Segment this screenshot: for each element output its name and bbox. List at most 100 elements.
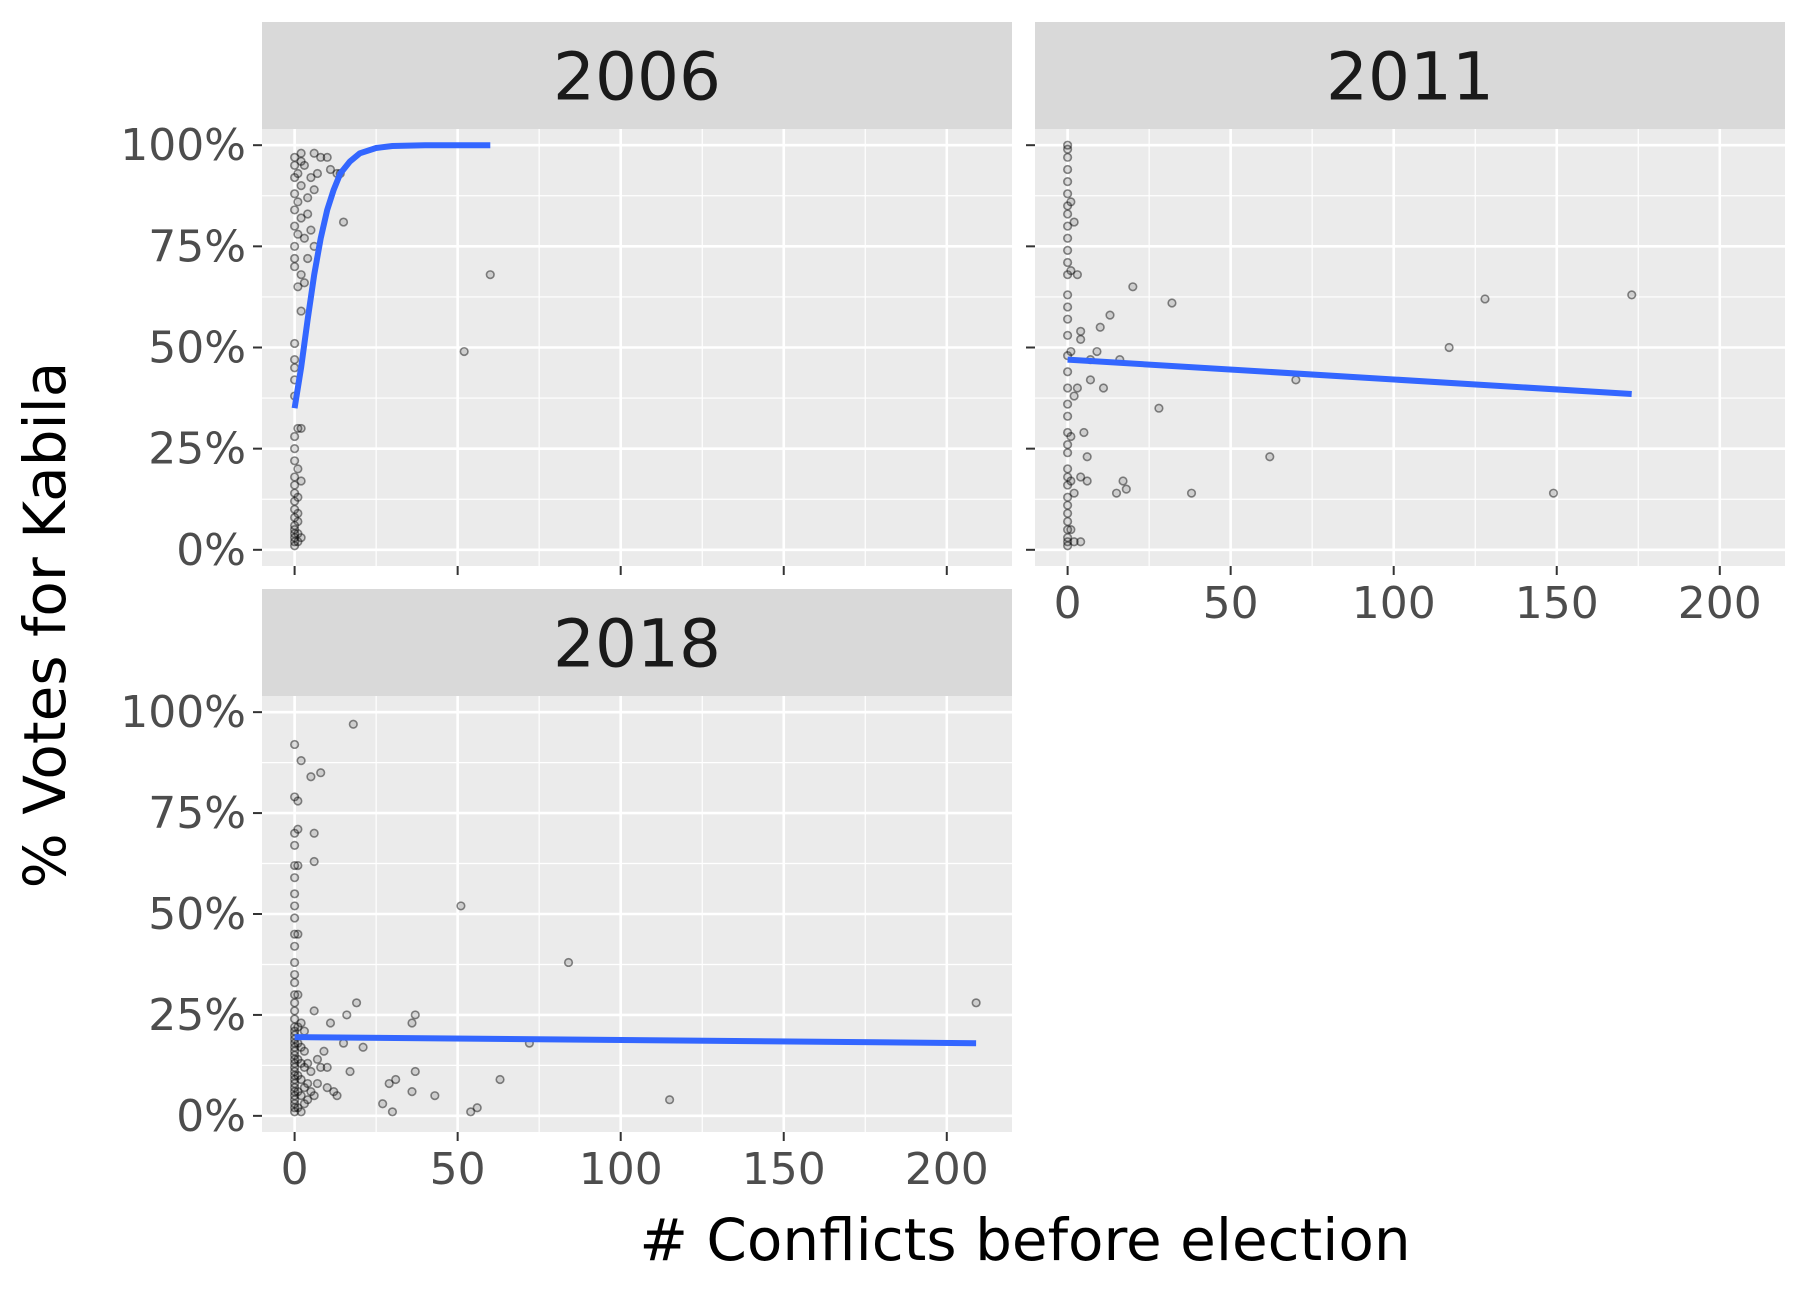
data-point: [1063, 440, 1073, 450]
data-point: [306, 1087, 316, 1097]
data-point: [1186, 488, 1197, 498]
data-point: [1063, 541, 1073, 551]
data-point: [1063, 464, 1073, 474]
data-point: [290, 1026, 300, 1036]
data-point: [290, 456, 300, 466]
data-point: [430, 1091, 440, 1101]
data-point: [290, 1062, 300, 1073]
data-point: [290, 873, 300, 883]
data-point: [296, 1018, 306, 1028]
data-point: [296, 1091, 306, 1101]
data-point: [971, 998, 981, 1008]
x-tick-label: 150: [1515, 578, 1599, 629]
data-point: [1069, 217, 1079, 227]
data-point: [1066, 524, 1076, 535]
data-point: [456, 901, 466, 911]
data-point: [410, 1010, 420, 1020]
points-2006: [290, 148, 495, 551]
facet-strip-label: 2018: [553, 606, 721, 683]
data-point: [290, 512, 300, 523]
data-point: [1063, 411, 1073, 421]
data-point: [1069, 537, 1079, 547]
data-point: [290, 541, 300, 551]
data-point: [299, 233, 309, 243]
panels-layer: 2006 0% 25% 50% 75% 100% 2011 0 50 100 150 200 2018 0…: [120, 22, 1785, 1195]
data-point: [1066, 431, 1076, 442]
data-point: [296, 148, 306, 158]
data-point: [1063, 367, 1073, 377]
data-point: [1063, 524, 1073, 535]
data-point: [293, 990, 303, 1000]
data-point: [296, 1074, 306, 1085]
data-point: [358, 1042, 368, 1052]
data-point: [384, 1078, 394, 1089]
data-point: [290, 160, 300, 171]
data-point: [290, 533, 300, 543]
data-point: [1063, 144, 1073, 154]
data-point: [299, 1099, 309, 1109]
data-point: [290, 990, 300, 1000]
data-point: [332, 1091, 342, 1101]
data-point: [1063, 152, 1073, 162]
data-point: [309, 828, 319, 838]
data-point: [299, 1082, 309, 1093]
data-point: [303, 209, 313, 219]
data-point: [1063, 533, 1073, 543]
data-point: [1063, 164, 1073, 175]
data-point: [299, 1026, 309, 1036]
data-point: [1063, 302, 1073, 312]
data-point: [1118, 476, 1128, 486]
data-point: [322, 152, 332, 162]
data-point: [1066, 346, 1076, 357]
data-point: [290, 1099, 300, 1109]
data-point: [290, 957, 300, 968]
data-point: [303, 193, 313, 203]
data-point: [1082, 476, 1092, 486]
y-tick-label: 50%: [148, 323, 246, 374]
data-point: [1121, 484, 1131, 494]
data-point: [1098, 383, 1109, 393]
data-point: [290, 524, 300, 535]
data-point: [290, 1078, 300, 1089]
data-point: [306, 1066, 316, 1077]
data-point: [290, 1014, 300, 1024]
data-point: [296, 1058, 306, 1068]
y-tick-label: 75%: [148, 788, 246, 839]
x-tick-label: 200: [1678, 578, 1762, 629]
x-tick-label: 150: [742, 1144, 826, 1195]
x-tick-label: 0: [1054, 578, 1082, 629]
y-tick-label: 25%: [148, 424, 246, 475]
data-point: [293, 1022, 303, 1032]
x-tick-label: 50: [1203, 578, 1259, 629]
data-point: [309, 856, 319, 867]
data-point: [1063, 245, 1073, 255]
data-point: [1063, 314, 1073, 324]
facet-strip: [262, 589, 1012, 696]
data-point: [306, 772, 316, 782]
data-point: [665, 1095, 675, 1105]
data-point: [1082, 452, 1092, 462]
data-point: [290, 205, 300, 215]
data-point: [338, 217, 349, 227]
data-point: [293, 537, 303, 547]
data-point: [293, 492, 303, 502]
data-point: [293, 824, 303, 834]
data-point: [407, 1018, 417, 1028]
data-point: [290, 338, 300, 349]
data-point: [391, 1074, 401, 1085]
data-point: [345, 1066, 355, 1077]
y-axis-title: % Votes for Kabila: [11, 362, 79, 889]
data-point: [1069, 488, 1079, 498]
data-point: [1063, 233, 1073, 243]
data-point: [303, 1078, 313, 1089]
data-point: [290, 860, 300, 871]
data-point: [296, 755, 306, 766]
data-point: [296, 181, 306, 191]
data-point: [306, 172, 316, 183]
data-point: [290, 363, 300, 373]
data-point: [293, 796, 303, 806]
y-tick-label: 100%: [120, 687, 246, 738]
data-point: [290, 496, 300, 506]
data-point: [472, 1103, 482, 1113]
data-point: [290, 1046, 300, 1056]
